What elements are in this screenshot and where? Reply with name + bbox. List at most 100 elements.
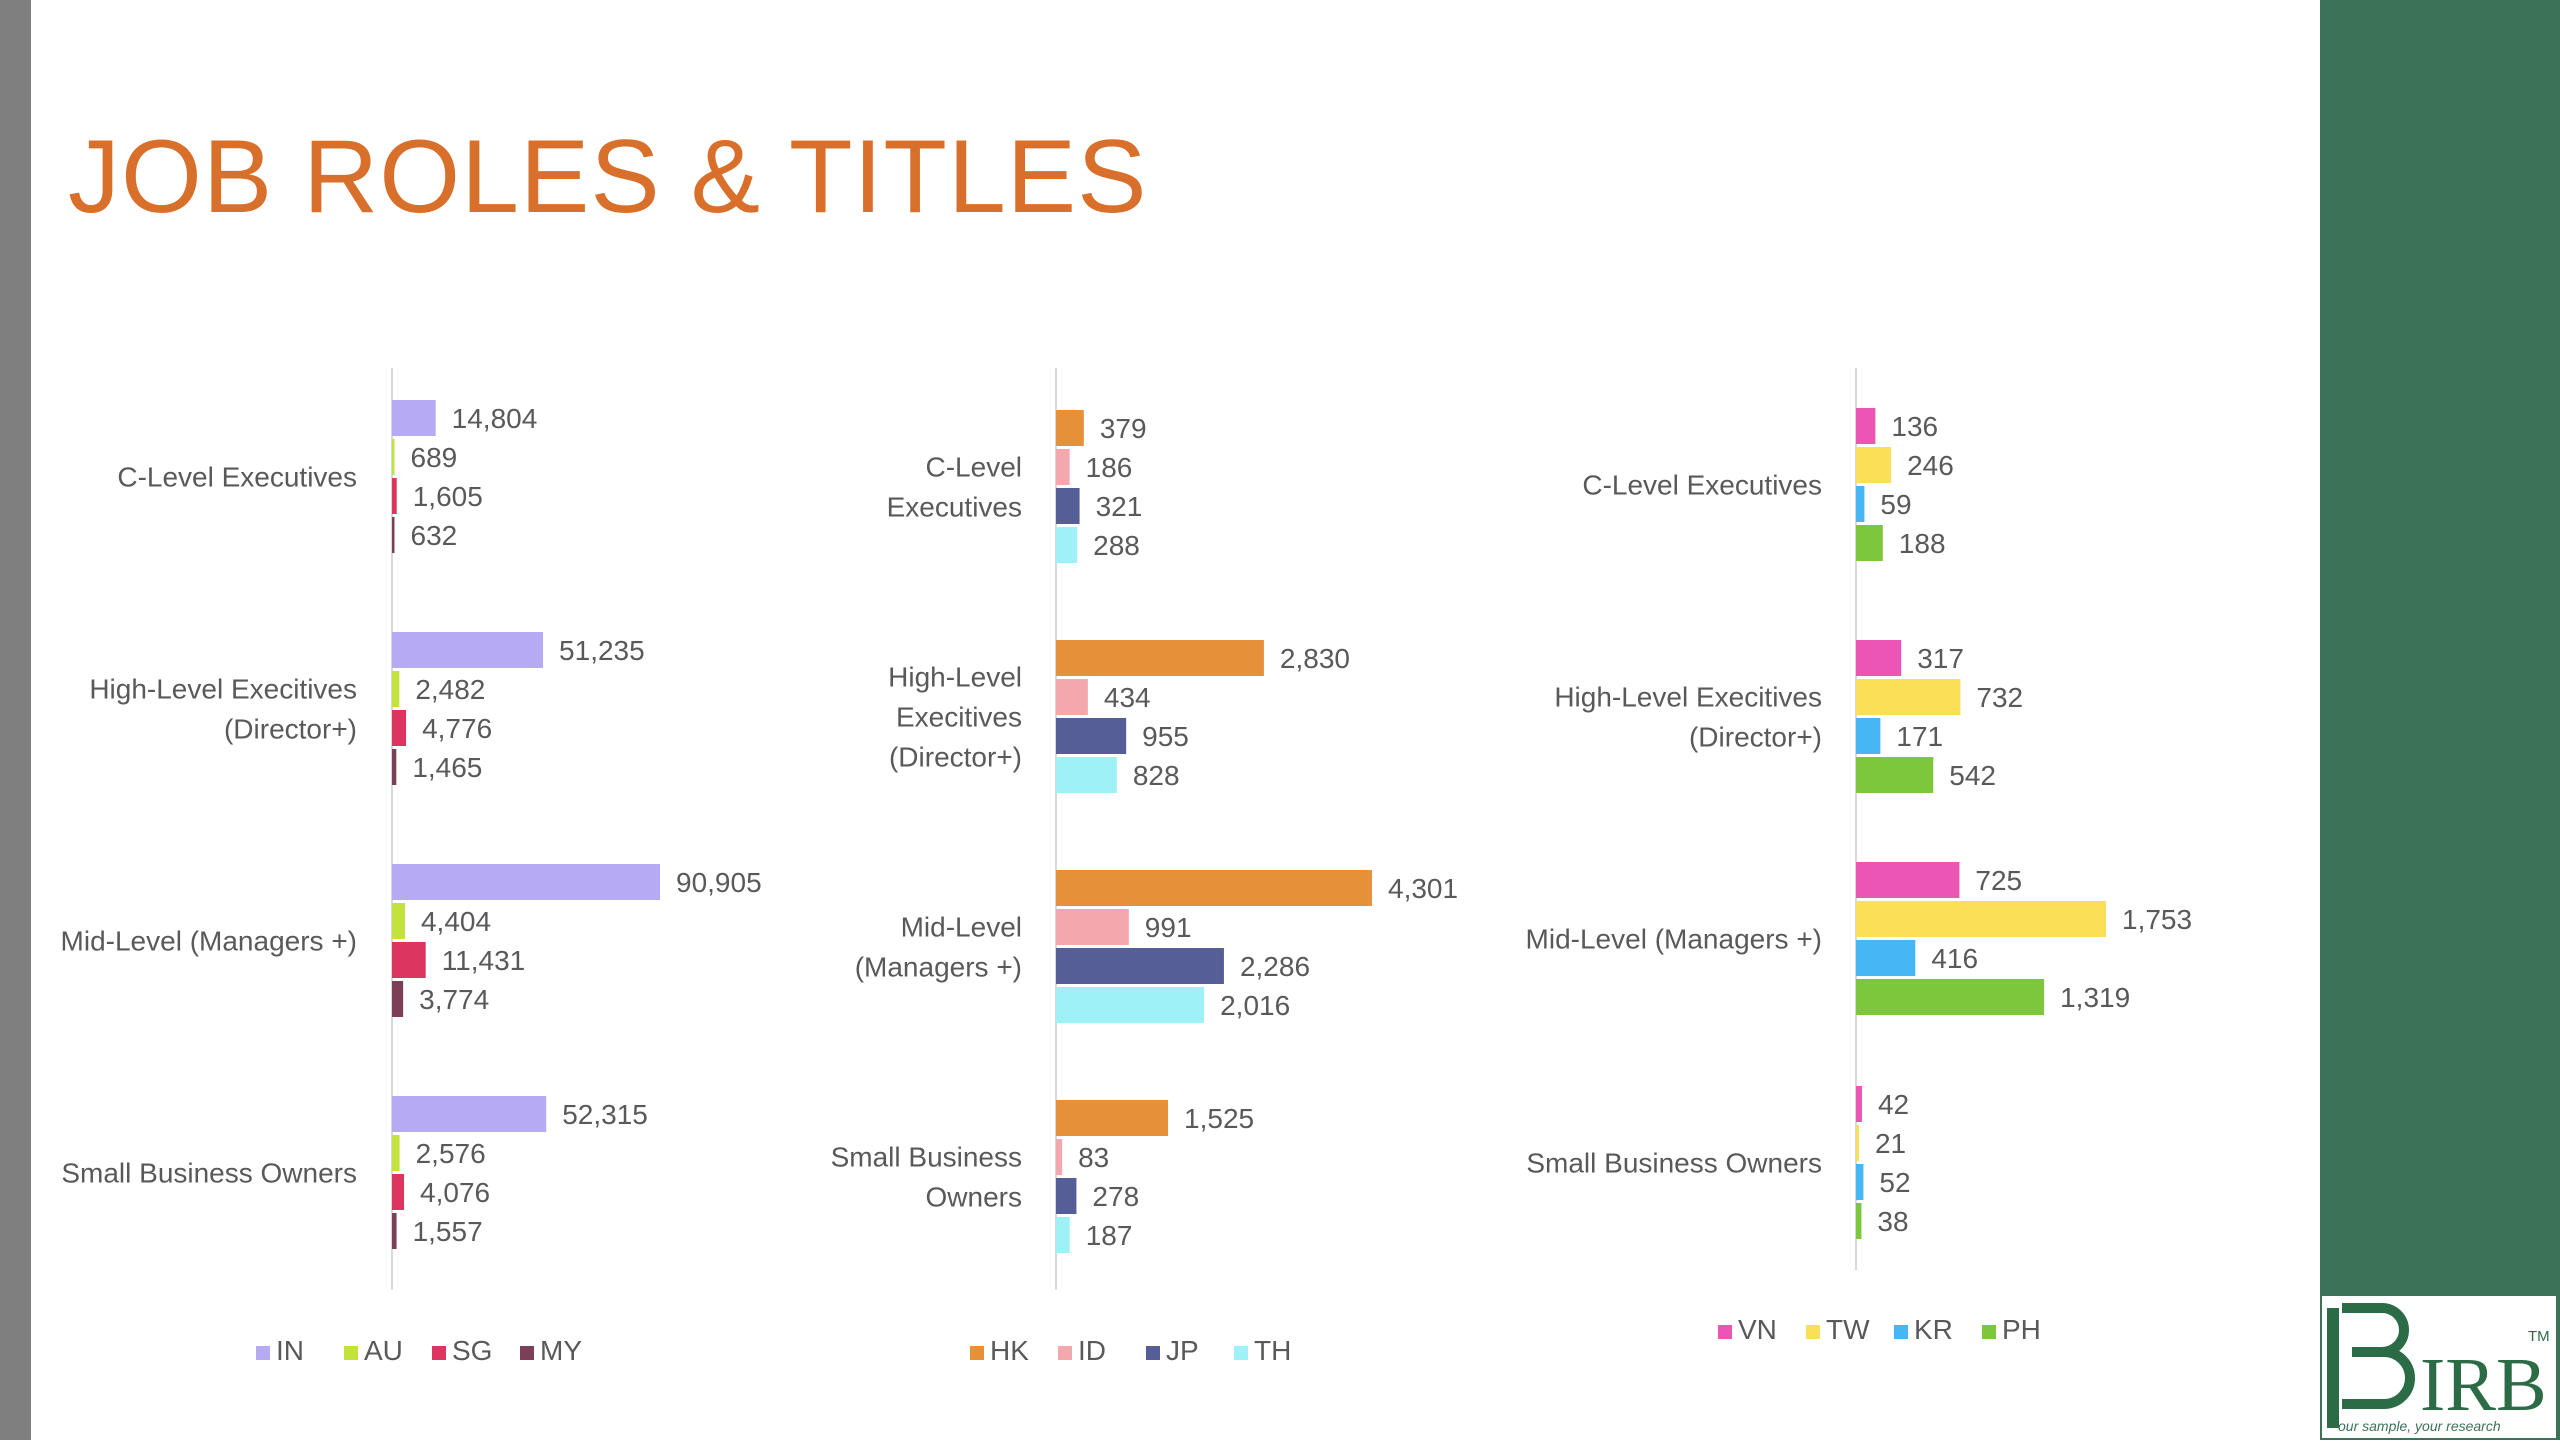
data-label: 1,605 (413, 481, 483, 512)
category-label: Small Business Owners (1526, 1148, 1822, 1179)
legend-label: HK (990, 1335, 1029, 1366)
category-label: Mid-Level (901, 912, 1022, 943)
right-green-panel (2320, 0, 2560, 1440)
category-label: Small Business Owners (61, 1158, 357, 1189)
category-label: High-Level Execitives (1554, 682, 1822, 713)
category-label: (Director+) (224, 714, 357, 745)
bar (1856, 940, 1916, 976)
legend-label: VN (1738, 1314, 1777, 1345)
logo-text: IRB (2420, 1343, 2547, 1427)
bar (1056, 987, 1205, 1023)
legend-swatch (1234, 1346, 1248, 1360)
data-label: 51,235 (559, 635, 645, 666)
bar (392, 478, 397, 514)
bar (1856, 525, 1883, 561)
data-label: 2,482 (415, 674, 485, 705)
bar (1056, 488, 1080, 524)
bar (1056, 527, 1078, 563)
data-label: 52,315 (562, 1099, 648, 1130)
bar (392, 1174, 405, 1210)
legend-label: MY (540, 1335, 582, 1366)
data-label: 2,576 (416, 1138, 486, 1169)
data-label: 3,774 (419, 984, 489, 1015)
logo-tagline: our sample, your research (2338, 1418, 2501, 1434)
legend-label: ID (1078, 1335, 1106, 1366)
bar (1856, 1125, 1859, 1161)
bar (392, 1213, 397, 1249)
left-edge-strip (0, 0, 31, 1440)
bar (1856, 1086, 1862, 1122)
bar (1856, 901, 2106, 937)
data-label: 416 (1931, 943, 1978, 974)
bar (392, 632, 544, 668)
category-label: (Managers +) (855, 952, 1022, 983)
bar (1056, 679, 1088, 715)
data-label: 828 (1133, 760, 1180, 791)
irb-logo-mark (2327, 1303, 2415, 1428)
data-label: 632 (411, 520, 458, 551)
bar (1856, 1164, 1864, 1200)
bar (392, 981, 404, 1017)
data-label: 186 (1086, 452, 1133, 483)
legend-swatch (1058, 1346, 1072, 1360)
category-label: C-Level (926, 452, 1022, 483)
bar (392, 1135, 400, 1171)
bar (392, 439, 395, 475)
data-label: 955 (1142, 721, 1189, 752)
data-label: 4,301 (1388, 873, 1458, 904)
bar (1056, 718, 1127, 754)
legend-label: SG (452, 1335, 492, 1366)
bar (1056, 757, 1117, 793)
bar (1856, 486, 1865, 522)
category-label: (Director+) (1689, 722, 1822, 753)
bar (1856, 447, 1892, 483)
legend-label: TH (1254, 1335, 1291, 1366)
data-label: 83 (1078, 1142, 1109, 1173)
bar (1056, 1217, 1070, 1253)
category-label: Small Business (831, 1142, 1022, 1173)
data-label: 542 (1949, 760, 1996, 791)
bar (392, 1096, 547, 1132)
data-label: 288 (1093, 530, 1140, 561)
data-label: 732 (1976, 682, 2023, 713)
data-label: 434 (1104, 682, 1151, 713)
legend-swatch (1982, 1325, 1996, 1339)
bar (392, 400, 436, 436)
bar (1056, 449, 1070, 485)
legend-label: AU (364, 1335, 403, 1366)
data-label: 1,525 (1184, 1103, 1254, 1134)
bar (1056, 1100, 1169, 1136)
legend-label: JP (1166, 1335, 1199, 1366)
bar (1056, 948, 1224, 984)
data-label: 2,016 (1220, 990, 1290, 1021)
legend-swatch (1806, 1325, 1820, 1339)
data-label: 187 (1086, 1220, 1133, 1251)
data-label: 1,465 (412, 752, 482, 783)
data-label: 278 (1092, 1181, 1139, 1212)
bar (1856, 757, 1934, 793)
category-label: High-Level Execitives (89, 674, 357, 705)
legend-swatch (256, 1346, 270, 1360)
data-label: 90,905 (676, 867, 762, 898)
legend-swatch (520, 1346, 534, 1360)
data-label: 1,753 (2122, 904, 2192, 935)
data-label: 188 (1899, 528, 1946, 559)
data-label: 59 (1880, 489, 1911, 520)
bar (1856, 408, 1876, 444)
data-label: 21 (1875, 1128, 1906, 1159)
data-label: 379 (1100, 413, 1147, 444)
data-label: 246 (1907, 450, 1954, 481)
legend-label: IN (276, 1335, 304, 1366)
category-label: (Director+) (889, 742, 1022, 773)
category-label: Executives (887, 492, 1022, 523)
legend-label: PH (2002, 1314, 2041, 1345)
irb-logo (2322, 1296, 2556, 1438)
data-label: 689 (411, 442, 458, 473)
legend-label: KR (1914, 1314, 1953, 1345)
data-label: 725 (1975, 865, 2022, 896)
bar (1056, 909, 1129, 945)
category-label: Execitives (896, 702, 1022, 733)
bar (392, 671, 400, 707)
bar (392, 749, 397, 785)
page-title: JOB ROLES & TITLES (68, 119, 1148, 235)
